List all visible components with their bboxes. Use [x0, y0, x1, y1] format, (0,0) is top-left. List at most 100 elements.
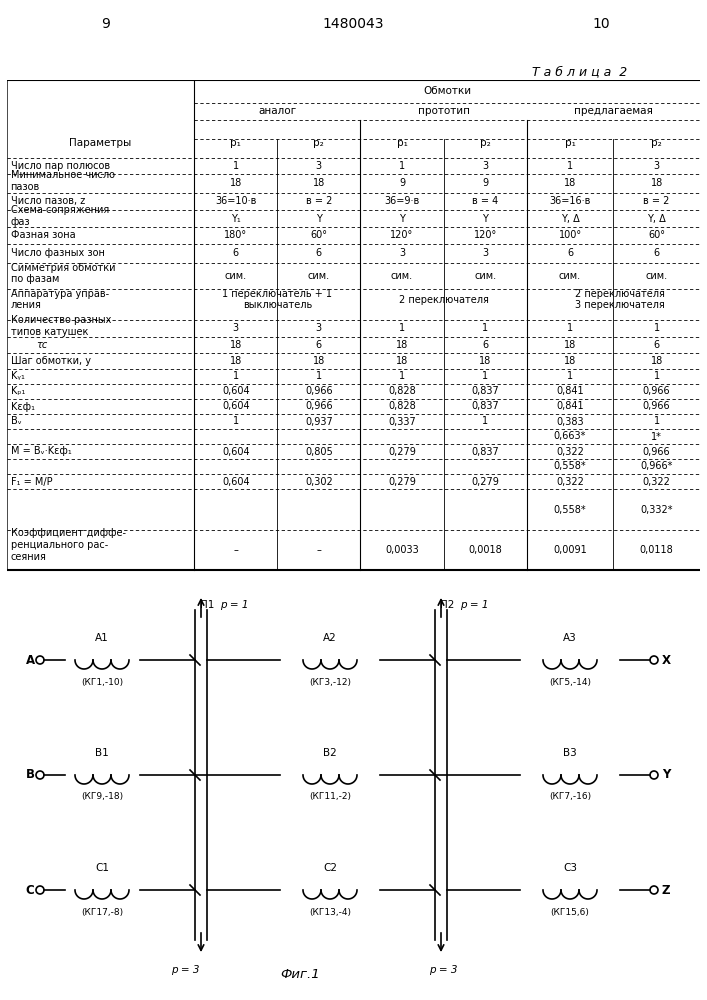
Text: Коэффициент диффе-
ренциального рас-
сеяния: Коэффициент диффе- ренциального рас- сея…: [11, 528, 126, 562]
Text: (КГ17,-8): (КГ17,-8): [81, 908, 123, 916]
Text: 6: 6: [482, 340, 489, 350]
Text: 0,828: 0,828: [388, 401, 416, 412]
Text: 1: 1: [653, 416, 660, 426]
Text: p = 3: p = 3: [428, 965, 457, 975]
Text: 3: 3: [316, 323, 322, 333]
Text: 36=9·в: 36=9·в: [385, 196, 420, 206]
Text: в = 2: в = 2: [305, 196, 332, 206]
Text: 1: 1: [399, 323, 405, 333]
Text: П2: П2: [440, 600, 455, 610]
Text: Kₚ₁: Kₚ₁: [11, 386, 25, 396]
Text: 0,322: 0,322: [556, 446, 584, 456]
Text: сим.: сим.: [559, 271, 581, 281]
Text: Y, Δ: Y, Δ: [647, 214, 666, 224]
Text: 120°: 120°: [390, 230, 414, 240]
Text: (КГ13,-4): (КГ13,-4): [309, 908, 351, 916]
Text: 60°: 60°: [648, 230, 665, 240]
Text: 9: 9: [482, 178, 489, 188]
Text: F₁ = M/P: F₁ = M/P: [11, 477, 52, 487]
Text: (КГ1,-10): (КГ1,-10): [81, 678, 123, 686]
Text: B2: B2: [323, 748, 337, 758]
Text: M = Bᵥ·Kεф₁: M = Bᵥ·Kεф₁: [11, 446, 71, 456]
Text: 18: 18: [564, 340, 576, 350]
Text: 1: 1: [233, 371, 239, 381]
Text: 18: 18: [230, 178, 242, 188]
Text: X: X: [662, 654, 671, 666]
Text: 3: 3: [316, 161, 322, 171]
Text: Y: Y: [662, 768, 670, 782]
Text: (КГ15,6): (КГ15,6): [551, 908, 590, 916]
Text: 0,332*: 0,332*: [641, 504, 673, 514]
Text: Kᵧ₁: Kᵧ₁: [11, 371, 25, 381]
Text: C1: C1: [95, 863, 109, 873]
Text: –: –: [317, 545, 321, 555]
Text: (КГ9,-18): (КГ9,-18): [81, 792, 123, 802]
Text: 100°: 100°: [559, 230, 582, 240]
Text: 3: 3: [233, 323, 239, 333]
Text: B1: B1: [95, 748, 109, 758]
Text: p₁: p₁: [230, 138, 241, 148]
Text: 0,966: 0,966: [643, 446, 670, 456]
Text: сим.: сим.: [474, 271, 496, 281]
Text: Фиг.1: Фиг.1: [280, 968, 320, 982]
Text: 0,279: 0,279: [388, 446, 416, 456]
Text: 0,279: 0,279: [471, 477, 499, 487]
Text: 6: 6: [233, 248, 239, 258]
Text: 3: 3: [653, 161, 660, 171]
Text: p₂: p₂: [480, 138, 491, 148]
Text: прототип: прототип: [418, 106, 469, 116]
Text: 6: 6: [653, 340, 660, 350]
Text: Схема сопряжения
фаз: Схема сопряжения фаз: [11, 205, 109, 227]
Text: 1: 1: [482, 371, 489, 381]
Text: 0,841: 0,841: [556, 386, 584, 396]
Text: 1: 1: [653, 371, 660, 381]
Text: Число пар полюсов: Число пар полюсов: [11, 161, 110, 171]
Text: –: –: [233, 545, 238, 555]
Text: 0,966: 0,966: [305, 401, 333, 412]
Text: 0,663*: 0,663*: [554, 432, 586, 442]
Text: 1: 1: [567, 371, 573, 381]
Text: 0,322: 0,322: [643, 477, 670, 487]
Text: 18: 18: [396, 340, 408, 350]
Text: 0,828: 0,828: [388, 386, 416, 396]
Text: Y, Δ: Y, Δ: [561, 214, 580, 224]
Text: в = 4: в = 4: [472, 196, 498, 206]
Text: 0,966*: 0,966*: [641, 462, 673, 472]
Text: Z: Z: [662, 884, 670, 896]
Text: A2: A2: [323, 633, 337, 643]
Text: p₂: p₂: [313, 138, 325, 148]
Text: 18: 18: [230, 356, 242, 366]
Text: C2: C2: [323, 863, 337, 873]
Text: 3: 3: [482, 161, 489, 171]
Text: 6: 6: [316, 248, 322, 258]
Text: сим.: сим.: [225, 271, 247, 281]
Text: 0,966: 0,966: [643, 386, 670, 396]
Text: 1: 1: [567, 323, 573, 333]
Text: 1: 1: [399, 161, 405, 171]
Text: 0,0091: 0,0091: [553, 545, 587, 555]
Text: 1: 1: [399, 371, 405, 381]
Text: Аппаратура управ-
ления: Аппаратура управ- ления: [11, 289, 109, 310]
Text: 1: 1: [567, 161, 573, 171]
Text: 18: 18: [312, 356, 325, 366]
Text: П1: П1: [200, 600, 214, 610]
Text: 2 переключателя
3 переключателя: 2 переключателя 3 переключателя: [575, 289, 665, 310]
Text: 60°: 60°: [310, 230, 327, 240]
Text: Обмотки: Обмотки: [423, 86, 471, 96]
Text: Минимальное число
пазов: Минимальное число пазов: [11, 170, 115, 192]
Text: 36=10·в: 36=10·в: [215, 196, 257, 206]
Text: 6: 6: [316, 340, 322, 350]
Text: A1: A1: [95, 633, 109, 643]
Text: Y₁: Y₁: [231, 214, 240, 224]
Text: 0,604: 0,604: [222, 386, 250, 396]
Text: 1 переключатель + 1
выключатель: 1 переключатель + 1 выключатель: [222, 289, 332, 310]
Text: 0,558*: 0,558*: [554, 462, 586, 472]
Text: 0,322: 0,322: [556, 477, 584, 487]
Text: Шаг обмотки, y: Шаг обмотки, y: [11, 356, 90, 366]
Text: 1*: 1*: [651, 432, 662, 442]
Text: 0,805: 0,805: [305, 446, 333, 456]
Text: 9: 9: [102, 17, 110, 31]
Text: сим.: сим.: [308, 271, 330, 281]
Text: (КГ11,-2): (КГ11,-2): [309, 792, 351, 802]
Text: 0,337: 0,337: [388, 416, 416, 426]
